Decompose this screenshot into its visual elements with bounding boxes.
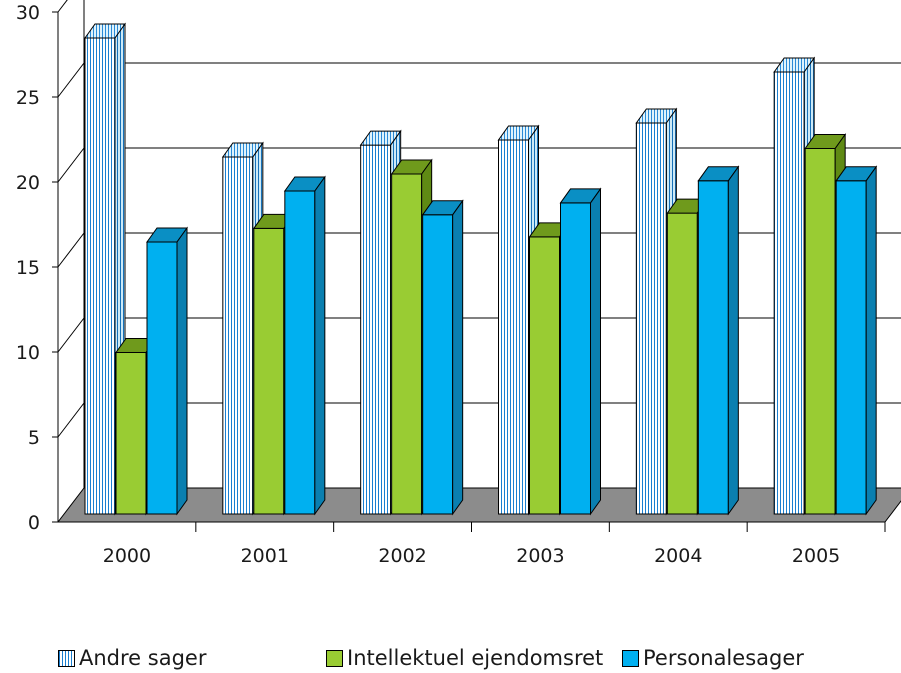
bar-side [590,187,601,516]
bar [146,226,188,516]
gridline-diagonal [57,232,85,268]
x-tick-labels: 2000 2001 2002 2003 2004 2005 [103,545,841,567]
y-tick-label: 30 [16,2,40,24]
bar-front [804,148,836,515]
bar-side [452,199,464,516]
gridline-diagonal [57,317,85,353]
legend-item-personalesager: Personalesager [622,643,804,673]
bar-front [666,212,698,515]
bar-front [284,190,316,515]
gridline-diagonal [57,0,68,13]
bar-front [253,227,285,515]
x-tick-label: 2000 [103,545,151,567]
legend-label-andre-sager: Andre sager [79,646,207,670]
y-tick-labels: 0 5 10 15 20 25 30 [16,2,40,534]
bar-front [529,236,560,515]
bar-front [498,139,529,515]
y-tick-label: 20 [16,172,40,194]
y-tick-label: 10 [16,342,40,364]
legend-swatch-intellektuel-ejendomsret [326,649,343,667]
bar-front [84,37,116,515]
bar [697,165,740,516]
bar-front [115,352,147,515]
side-wall [58,0,84,522]
bar-front [360,144,392,515]
x-tick-label: 2004 [654,545,702,567]
bars [84,22,878,516]
x-tick-label: 2003 [516,545,564,567]
bar [421,199,464,516]
legend-swatch-personalesager [622,649,639,667]
bar-front [560,202,591,515]
y-tick-label: 25 [16,87,40,109]
x-tick-label: 2001 [241,545,289,567]
gridline-diagonal [57,402,85,438]
x-tick-label: 2002 [378,545,426,567]
x-tick-label: 2005 [792,545,840,567]
bar-front [773,71,805,515]
bar [559,187,602,516]
bar-side [314,175,326,516]
bar-front [146,241,178,515]
bar [835,165,878,516]
bar-front [222,156,254,515]
bar-side [176,226,188,516]
bar-front [635,122,667,515]
axes [52,11,886,532]
legend-swatch-andre-sager [58,649,75,667]
bar-front [697,180,729,515]
bar-chart: 0 5 10 15 20 25 30 2000 2001 2002 2003 2004 2005 [16,0,901,567]
legend-item-intellektuel-ejendomsret: Intellektuel ejendomsret [326,643,603,673]
legend-label-intellektuel-ejendomsret: Intellektuel ejendomsret [347,646,604,670]
bar-side [727,165,739,516]
bar-front [391,173,423,515]
bar-side [865,165,877,516]
legend: Andre sager Intellektuel ejendomsret Per… [58,643,901,673]
legend-item-andre-sager: Andre sager [58,643,206,673]
gridline-diagonal [57,62,85,98]
gridlines [57,0,901,488]
y-tick-label: 5 [28,427,40,449]
bar-front [422,214,454,515]
bar [283,175,326,516]
legend-label-personalesager: Personalesager [643,646,804,670]
y-tick-label: 15 [16,257,40,279]
gridline-diagonal [57,147,85,183]
bar-front [835,180,867,515]
y-tick-label: 0 [28,512,40,534]
